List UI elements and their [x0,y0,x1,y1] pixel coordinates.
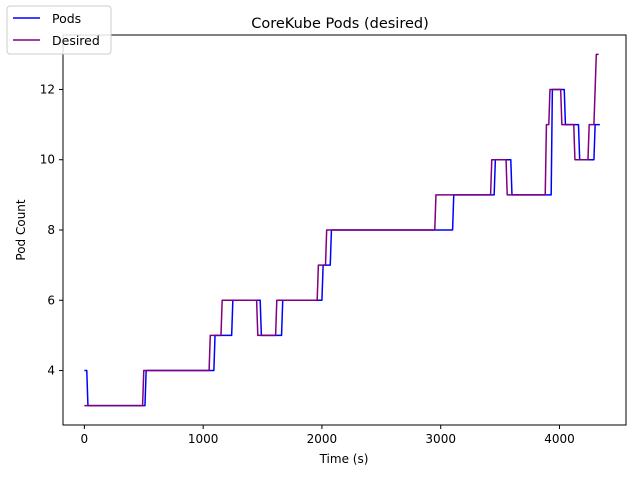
y-axis-ticks: 4 6 8 10 12 [40,82,63,378]
series-layer [84,53,600,407]
x-tick-label: 1000 [188,432,219,446]
legend: Pods Desired [6,5,112,55]
chart-title: CoreKube Pods (desired) [251,16,429,32]
y-tick-label: 6 [47,293,55,307]
x-tick-label: 4000 [544,432,575,446]
y-tick-label: 8 [47,223,55,237]
y-axis-label: Pod Count [14,199,28,261]
x-tick-label: 0 [81,432,89,446]
x-axis-ticks: 0 1000 2000 3000 4000 [81,425,575,446]
y-tick-label: 12 [40,82,55,96]
y-tick-label: 4 [47,364,55,378]
x-axis-label: Time (s) [319,452,369,466]
legend-label-pods: Pods [52,11,81,26]
x-tick-label: 2000 [307,432,338,446]
series-line-pods [84,88,600,407]
series-line-desired [84,53,599,407]
y-tick-label: 10 [40,153,55,167]
x-tick-label: 3000 [425,432,456,446]
legend-label-desired: Desired [52,33,100,48]
